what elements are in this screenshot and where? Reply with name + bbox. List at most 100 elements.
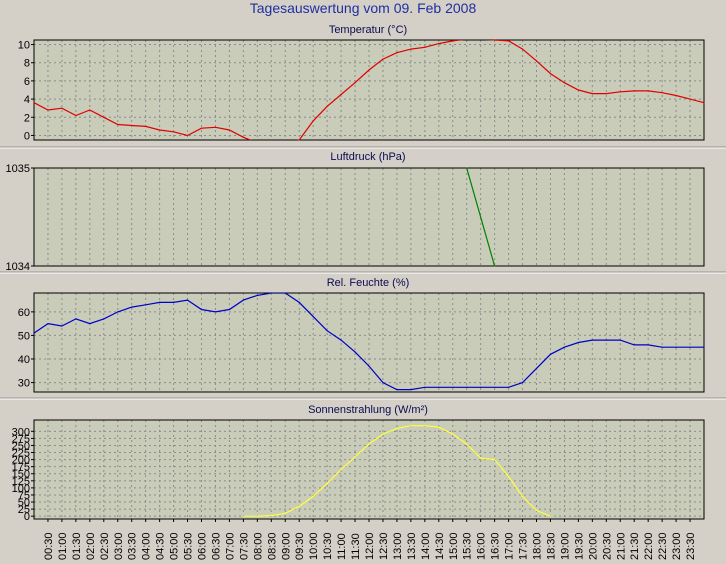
data-point [326, 330, 328, 332]
y-tick-label: 150 [12, 469, 30, 481]
data-point [47, 109, 49, 111]
data-point [200, 127, 203, 129]
y-tick-label: 50 [18, 330, 30, 342]
y-tick-label: 175 [12, 462, 30, 474]
data-point [298, 505, 300, 507]
data-point [452, 433, 454, 435]
data-point [354, 351, 356, 353]
plot-area [34, 168, 704, 266]
data-point [159, 301, 161, 303]
data-point [494, 265, 496, 267]
x-tick-label: 01:30 [71, 532, 83, 560]
x-tick-label: 22:00 [643, 532, 655, 560]
data-point [340, 339, 342, 341]
data-point [438, 386, 440, 388]
data-point [452, 40, 454, 42]
data-point [173, 301, 175, 303]
x-tick-label: 05:30 [183, 532, 195, 560]
x-tick-label: 12:00 [364, 532, 376, 560]
data-point [270, 515, 272, 517]
data-point [75, 318, 77, 320]
plot-frame [33, 292, 705, 393]
x-tick-label: 18:00 [532, 532, 544, 560]
data-point [424, 386, 426, 388]
data-point [103, 116, 105, 118]
chart-title: Rel. Feuchte (%) [327, 277, 410, 289]
data-point [494, 459, 496, 461]
data-point [675, 346, 677, 348]
y-tick-label: 50 [18, 497, 30, 509]
data-point [619, 91, 621, 93]
x-tick-label: 22:30 [657, 532, 669, 560]
data-point [535, 509, 538, 512]
data-point [103, 318, 105, 320]
x-tick-label: 06:30 [210, 532, 222, 560]
y-tick-label: 0 [24, 511, 30, 523]
data-point [131, 306, 133, 308]
x-tick-label: 19:30 [573, 532, 585, 560]
data-point [312, 495, 314, 497]
x-tick-label: 02:00 [85, 532, 97, 560]
y-tick-label: 30 [18, 378, 30, 390]
data-point [675, 94, 677, 97]
data-point [410, 389, 412, 391]
x-tick-label: 16:30 [490, 532, 502, 560]
data-point [368, 443, 370, 445]
data-point [605, 93, 607, 95]
data-point [340, 468, 342, 471]
data-point [521, 382, 524, 384]
data-point [591, 93, 593, 95]
data-point [284, 512, 286, 514]
data-point [647, 344, 649, 346]
x-tick-label: 12:30 [378, 532, 390, 560]
data-point [326, 105, 328, 107]
data-point [410, 425, 412, 427]
y-tick-label: 0 [24, 130, 30, 142]
data-point [689, 346, 691, 348]
data-point [661, 92, 663, 94]
x-tick-label: 01:00 [57, 532, 69, 560]
data-point [186, 299, 189, 301]
plot-area [34, 420, 704, 519]
data-point [647, 90, 649, 92]
data-point [33, 102, 35, 104]
data-point [340, 93, 342, 96]
x-tick-label: 07:00 [224, 532, 236, 560]
x-tick-label: 11:30 [350, 533, 362, 560]
data-point [228, 308, 230, 311]
y-tick-label: 4 [24, 94, 30, 106]
y-tick-label: 25 [18, 504, 30, 516]
x-tick-label: 20:00 [587, 532, 599, 560]
x-tick-label: 03:00 [113, 532, 125, 560]
data-point [312, 120, 314, 122]
data-point [242, 515, 244, 517]
y-tick-label: 1035 [6, 163, 30, 175]
x-tick-label: 08:00 [252, 532, 264, 560]
x-tick-label: 07:30 [238, 532, 250, 560]
plot-frame [33, 167, 705, 267]
plot-area [34, 293, 704, 392]
data-point [619, 339, 621, 341]
y-tick-label: 275 [12, 433, 30, 445]
data-point [591, 339, 593, 341]
data-point [452, 386, 454, 388]
data-point [605, 339, 607, 341]
data-point [563, 82, 566, 84]
x-tick-label: 17:00 [504, 532, 516, 560]
x-tick-label: 17:30 [518, 532, 530, 560]
data-point [535, 367, 538, 369]
chart-title: Luftdruck (hPa) [330, 151, 405, 163]
x-tick-label: 19:00 [559, 532, 571, 560]
data-point [508, 476, 510, 478]
x-tick-label: 10:30 [322, 532, 334, 560]
data-point [382, 58, 384, 60]
data-point [577, 341, 580, 344]
data-point [577, 89, 580, 91]
data-point [396, 427, 398, 430]
data-point [396, 389, 398, 391]
x-tick-label: 23:30 [685, 532, 697, 560]
x-tick-label: 16:00 [476, 532, 488, 560]
data-point [117, 123, 119, 126]
y-tick-label: 10 [18, 40, 30, 52]
